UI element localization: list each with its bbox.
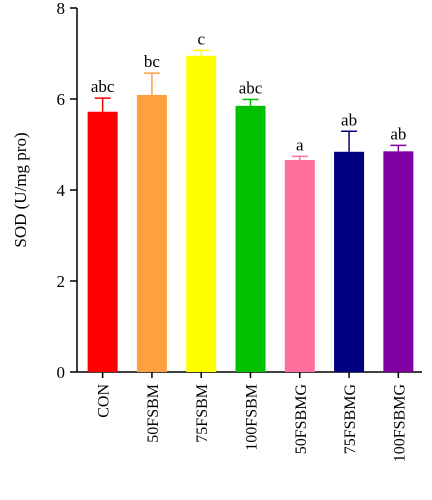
x-tick-label: 50FSBM [145,384,162,443]
significance-label: ab [390,124,406,143]
y-tick-label: 8 [57,0,66,18]
bar [235,105,266,372]
significance-label: a [296,135,304,154]
bar [186,55,217,373]
y-tick-label: 0 [57,363,66,382]
y-tick-label: 2 [57,272,66,291]
significance-label: ab [341,110,357,129]
x-ticks: CON 50FSBM 75FSBM 100FSBM 50FSBMG 75FSBMG 100F… [96,372,408,463]
significance-label: abc [91,77,115,96]
significance-label: abc [239,78,263,97]
x-tick-label: 100FSBM [244,384,261,451]
bar [136,94,167,372]
bar [383,151,414,372]
bars [87,55,414,373]
significance-label: c [197,29,205,48]
x-tick-label: CON [96,384,113,418]
significance-label: bc [144,52,161,71]
x-tick-label: 75FSBM [194,384,211,443]
significance-labels: abc bc c abc a ab ab [91,29,407,154]
y-tick-label: 4 [57,181,66,200]
x-tick-label: 100FSBMG [391,384,408,463]
bar [284,159,315,372]
y-tick-label: 6 [57,90,66,109]
y-ticks: 0 2 4 6 8 [57,0,77,382]
error-bars [94,49,407,160]
y-axis-title: SOD (U/mg pro) [11,132,30,247]
x-tick-label: 50FSBMG [293,384,310,455]
bar [334,151,365,372]
x-tick-label: 75FSBMG [342,384,359,455]
bar [87,111,118,373]
